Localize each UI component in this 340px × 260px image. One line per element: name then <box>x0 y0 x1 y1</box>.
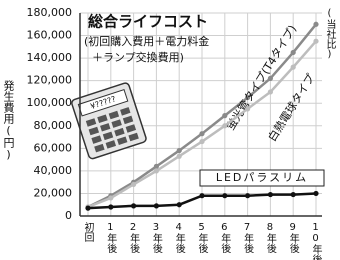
data-point <box>131 182 136 187</box>
chart-subtitle: ＋ランプ交換費用) <box>92 50 184 64</box>
chart-title: 総合ライフコスト <box>88 13 208 31</box>
chart-subtitle: (初回購入費用＋電力料金 <box>84 34 209 48</box>
y-tick-label: 20,000 <box>34 186 73 199</box>
data-point <box>199 131 204 136</box>
data-point <box>177 148 182 153</box>
data-point <box>108 195 113 200</box>
y-tick-label: 60,000 <box>34 141 73 154</box>
x-tick-label: 10年後 <box>310 222 322 260</box>
data-point <box>222 193 227 198</box>
x-tick-label: 5年後 <box>196 222 208 253</box>
y-tick-label: 140,000 <box>27 51 73 64</box>
page: ¥????? 総合ライフコスト (初回購入費用＋電力料金 ＋ランプ交換費用) 発… <box>0 0 340 260</box>
x-tick-label: 初回 <box>82 221 94 243</box>
x-tick-label: 2年後 <box>128 222 140 253</box>
data-point <box>291 192 296 197</box>
data-point <box>313 191 318 196</box>
data-point <box>199 139 204 144</box>
data-point <box>222 113 227 118</box>
x-tick-label: 6年後 <box>219 222 231 253</box>
data-point <box>154 203 159 208</box>
y-tick-label: 40,000 <box>34 164 73 177</box>
y-tick-label: 120,000 <box>27 74 73 87</box>
x-tick-label: 8年後 <box>264 222 276 253</box>
data-point <box>222 123 227 128</box>
legend-label: LEDパラスリム <box>216 171 308 184</box>
data-point <box>154 164 159 169</box>
data-point <box>177 154 182 159</box>
x-tick-label: 4年後 <box>173 222 185 253</box>
data-point <box>291 50 296 55</box>
legend-label: 白熱電球タイプ <box>265 71 318 144</box>
y-tick-label: 80,000 <box>34 119 73 132</box>
y-axis-label: 発生費用(円) <box>2 79 15 161</box>
data-point <box>268 89 273 94</box>
y-tick-label: 0 <box>65 209 72 222</box>
data-point <box>177 202 182 207</box>
data-point <box>245 193 250 198</box>
data-point <box>108 204 113 209</box>
chart: ¥????? 総合ライフコスト (初回購入費用＋電力料金 ＋ランプ交換費用) 発… <box>0 0 340 260</box>
note: (当社比) <box>324 8 336 60</box>
data-point <box>313 39 318 44</box>
y-tick-label: 160,000 <box>27 29 73 42</box>
data-point <box>131 203 136 208</box>
data-point <box>154 168 159 173</box>
data-point <box>313 22 318 27</box>
y-tick-label: 180,000 <box>27 6 73 19</box>
x-tick-label: 7年後 <box>242 222 254 253</box>
x-tick-label: 1年後 <box>105 222 117 253</box>
data-point <box>291 65 296 70</box>
data-point <box>268 192 273 197</box>
x-tick-label: 3年後 <box>150 222 162 253</box>
x-tick-label: 9年後 <box>287 222 299 253</box>
data-point <box>245 106 250 111</box>
data-point <box>85 206 90 211</box>
data-point <box>199 193 204 198</box>
y-tick-label: 100,000 <box>27 96 73 109</box>
